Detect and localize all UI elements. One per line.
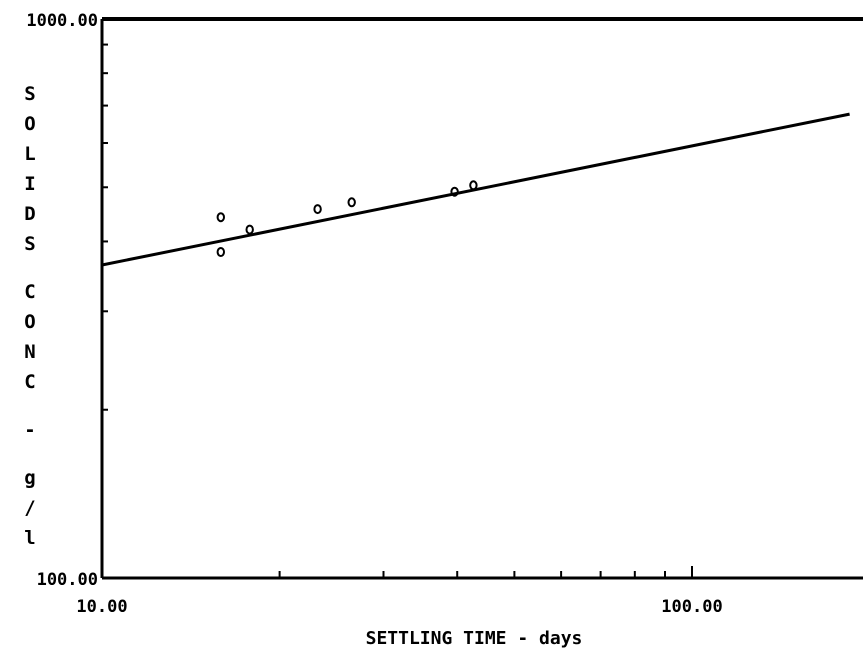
x-tick-label-left: 10.00 — [76, 597, 127, 617]
data-points — [216, 180, 478, 257]
y-tick-label-top: 1000.00 — [26, 11, 98, 31]
y-axis-title-char: g — [24, 467, 35, 489]
y-axis-title-char: O — [24, 113, 35, 135]
y-axis-title-char: S — [24, 83, 35, 105]
data-point — [216, 247, 226, 257]
y-axis-title-char: N — [24, 341, 35, 363]
y-axis-title-char: D — [24, 203, 35, 225]
tick-marks — [102, 43, 693, 578]
y-tick-label-bottom: 100.00 — [37, 570, 98, 590]
fit-lines — [101, 112, 850, 267]
x-tick-label-right: 100.00 — [661, 597, 722, 617]
y-axis-title-char: I — [24, 173, 35, 195]
y-axis-title-char — [24, 251, 35, 273]
y-axis-title-char: L — [24, 143, 35, 165]
y-axis-title-char: C — [24, 371, 35, 393]
fit-line — [101, 112, 850, 267]
data-point — [313, 204, 322, 215]
data-point — [469, 180, 478, 191]
y-axis-title-char: O — [24, 311, 35, 333]
y-axis-title-char: - — [24, 419, 35, 441]
y-axis-title-char — [24, 389, 35, 411]
data-point — [245, 224, 254, 235]
y-axis-title-char: / — [24, 497, 35, 519]
data-point — [450, 186, 459, 197]
y-axis-title-char: l — [24, 527, 35, 549]
y-axis-title-char: C — [24, 281, 35, 303]
y-axis-title-char — [24, 437, 35, 459]
data-point — [347, 197, 356, 208]
data-point — [216, 212, 226, 223]
y-axis-title-char: S — [24, 233, 35, 255]
x-axis-title: SETTLING TIME - days — [366, 628, 583, 649]
